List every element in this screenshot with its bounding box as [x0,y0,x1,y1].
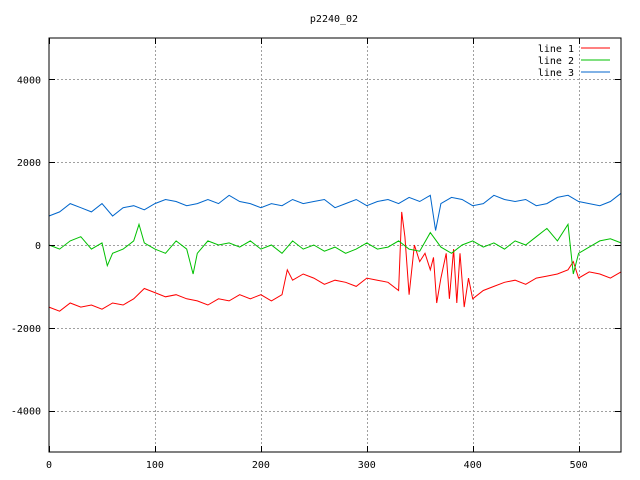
x-tick-label: 100 [146,460,164,471]
y-tick-label: -4000 [11,407,41,418]
x-tick-label: 0 [46,460,52,471]
legend-label-line-3: line 3 [538,68,574,79]
y-tick-label: 2000 [17,158,41,169]
y-tick-label: -2000 [11,324,41,335]
grid [49,38,621,452]
series-line-3 [48,192,622,231]
series-layer [48,192,622,312]
series-line-1 [48,211,622,312]
legend-label-line-2: line 2 [538,56,574,67]
chart-title: p2240_02 [310,14,358,25]
y-tick-label: 0 [35,241,41,252]
x-tick-label: 500 [570,460,588,471]
series-line-2 [48,222,622,275]
y-tick-label: 4000 [17,75,41,86]
x-tick-label: 300 [358,460,376,471]
legend-label-line-1: line 1 [538,44,574,55]
x-tick-label: 400 [464,460,482,471]
x-tick-label: 200 [252,460,270,471]
axis-ticks: 0 100 200 300 400 500 -4000 -2000 0 2000 4000 [11,38,621,471]
